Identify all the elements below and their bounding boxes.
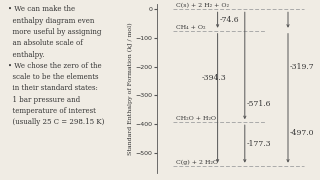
Text: CH₄ + O₂: CH₄ + O₂ <box>176 25 205 30</box>
Text: CH₂O + H₂O: CH₂O + H₂O <box>176 116 216 121</box>
Text: -319.7: -319.7 <box>290 63 314 71</box>
Text: C(g) + 2 H₂O: C(g) + 2 H₂O <box>176 159 218 165</box>
Text: -571.6: -571.6 <box>246 100 271 108</box>
Text: -74.6: -74.6 <box>219 16 239 24</box>
Text: • We can make the
  enthalpy diagram even
  more useful by assigning
  an absolu: • We can make the enthalpy diagram even … <box>8 5 104 126</box>
Text: -497.0: -497.0 <box>290 129 314 137</box>
Text: -394.3: -394.3 <box>202 74 226 82</box>
Text: -177.3: -177.3 <box>246 140 271 148</box>
Y-axis label: Standard Enthalpy of Formation (kJ / mol): Standard Enthalpy of Formation (kJ / mol… <box>128 22 133 154</box>
Text: C(s) + 2 H₂ + O₂: C(s) + 2 H₂ + O₂ <box>176 3 229 8</box>
